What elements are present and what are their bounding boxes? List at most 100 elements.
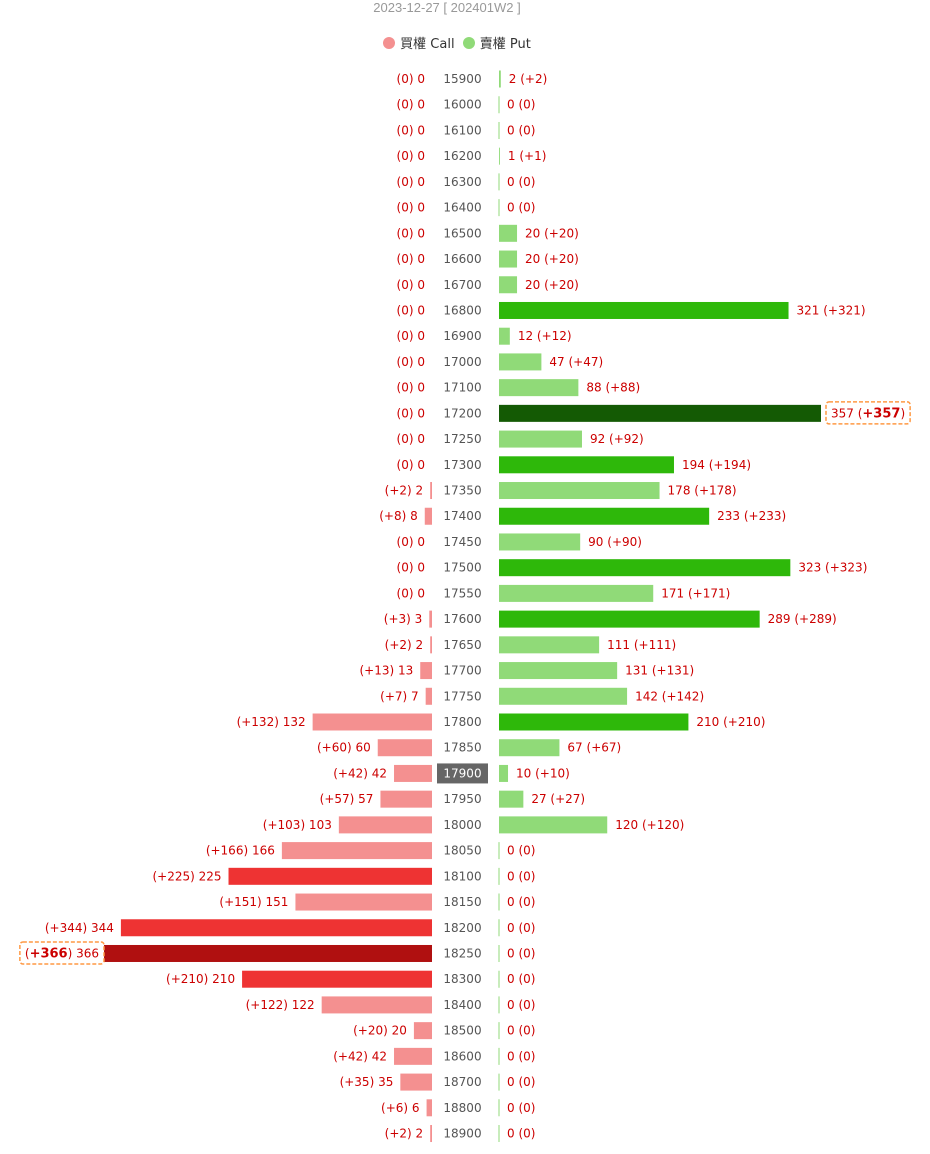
strike-label: 17250 — [443, 432, 481, 446]
strike-label: 18000 — [443, 818, 481, 832]
call-value-label: (+122) 122 — [246, 998, 315, 1012]
put-value-label: 2 (+2) — [509, 72, 548, 86]
call-value-label: (0) 0 — [397, 149, 425, 163]
call-bar — [295, 893, 432, 911]
call-value-label: (0) 0 — [397, 561, 425, 575]
legend-item-put[interactable]: 賣權 Put — [462, 33, 531, 52]
put-value-label: 0 (0) — [507, 1049, 535, 1063]
call-value-label-max: (+366) 366 — [25, 946, 99, 961]
put-value-label: 0 (0) — [507, 1024, 535, 1038]
call-value-label: (+2) 2 — [385, 484, 424, 498]
call-value-label: (+166) 166 — [206, 844, 275, 858]
call-value-label: (+6) 6 — [381, 1101, 420, 1115]
strike-label: 18500 — [443, 1024, 481, 1038]
put-value-label: 111 (+111) — [607, 638, 676, 652]
put-bar — [499, 224, 518, 242]
call-bar — [400, 1073, 432, 1091]
call-bar — [101, 944, 432, 962]
call-bar — [394, 764, 432, 782]
put-value-label: 0 (0) — [507, 921, 535, 935]
call-value-label: (0) 0 — [397, 458, 425, 472]
put-bar — [499, 816, 608, 834]
call-bar — [242, 970, 432, 988]
put-value-label: 131 (+131) — [625, 664, 694, 678]
put-value-label: 194 (+194) — [682, 458, 751, 472]
call-bar — [430, 482, 432, 500]
call-value-label: (+57) 57 — [320, 792, 374, 806]
call-bar — [430, 1125, 432, 1143]
put-bar — [499, 584, 654, 602]
strike-label: 16300 — [443, 175, 481, 189]
call-value-label: (+225) 225 — [152, 869, 221, 883]
call-value-label: (0) 0 — [397, 201, 425, 215]
strike-label: 16900 — [443, 329, 481, 343]
call-value-label: (0) 0 — [397, 355, 425, 369]
put-value-label: 27 (+27) — [531, 792, 585, 806]
call-bar — [430, 636, 432, 654]
put-value-label: 0 (0) — [507, 123, 535, 137]
call-bar — [228, 867, 432, 885]
put-value-label: 210 (+210) — [696, 715, 765, 729]
legend: 買權 Call 賣權 Put — [0, 33, 914, 52]
strike-label: 17000 — [443, 355, 481, 369]
put-value-label: 1 (+1) — [508, 149, 547, 163]
put-value-label: 90 (+90) — [588, 535, 642, 549]
put-value-label: 0 (0) — [507, 869, 535, 883]
call-value-label: (+20) 20 — [353, 1024, 407, 1038]
put-value-label: 142 (+142) — [635, 689, 704, 703]
put-value-label: 0 (0) — [507, 946, 535, 960]
call-bar — [377, 739, 432, 757]
put-bar — [499, 636, 600, 654]
call-bar — [321, 996, 432, 1014]
strike-label: 16000 — [443, 98, 481, 112]
put-value-label-max: 357 (+357) — [831, 406, 905, 421]
strike-label-current: 17900 — [443, 766, 481, 780]
legend-item-call[interactable]: 買權 Call — [383, 33, 455, 52]
call-bar — [380, 790, 432, 808]
put-value-label: 92 (+92) — [590, 432, 644, 446]
put-bar — [499, 739, 560, 757]
put-bar — [499, 276, 518, 294]
strike-label: 18700 — [443, 1075, 481, 1089]
put-value-label: 233 (+233) — [717, 509, 786, 523]
call-value-label: (+2) 2 — [385, 1127, 424, 1141]
put-value-label: 289 (+289) — [768, 612, 837, 626]
strike-label: 17500 — [443, 561, 481, 575]
call-bar — [120, 919, 432, 937]
call-value-label: (0) 0 — [397, 381, 425, 395]
call-bar — [394, 1047, 432, 1065]
put-value-label: 88 (+88) — [586, 381, 640, 395]
strike-label: 17700 — [443, 664, 481, 678]
put-bar — [499, 482, 660, 500]
strike-label: 17450 — [443, 535, 481, 549]
put-value-label: 0 (0) — [507, 895, 535, 909]
strike-label: 17800 — [443, 715, 481, 729]
put-value-label: 171 (+171) — [661, 586, 730, 600]
strike-label: 15900 — [443, 72, 481, 86]
strike-label: 18100 — [443, 869, 481, 883]
strike-label: 18900 — [443, 1127, 481, 1141]
strike-label: 17950 — [443, 792, 481, 806]
call-value-label: (0) 0 — [397, 329, 425, 343]
call-value-label: (0) 0 — [397, 226, 425, 240]
put-bar — [499, 379, 579, 397]
strike-label: 18300 — [443, 972, 481, 986]
strike-label: 16800 — [443, 303, 481, 317]
call-value-label: (0) 0 — [397, 406, 425, 420]
call-bar — [413, 1022, 432, 1040]
call-value-label: (0) 0 — [397, 303, 425, 317]
legend-call-label: 買權 Call — [400, 37, 455, 52]
put-bar — [499, 662, 618, 680]
put-value-label: 0 (0) — [507, 1101, 535, 1115]
call-value-label: (+151) 151 — [219, 895, 288, 909]
call-bar — [338, 816, 432, 834]
strike-label: 17750 — [443, 689, 481, 703]
put-max-highlight-box — [825, 401, 911, 425]
put-bar — [499, 507, 710, 525]
call-value-label: (+13) 13 — [359, 664, 413, 678]
put-bar — [499, 610, 760, 628]
call-value-label: (+42) 42 — [333, 1049, 387, 1063]
put-bar — [499, 687, 628, 705]
call-value-label: (+8) 8 — [379, 509, 418, 523]
put-bar — [499, 456, 674, 474]
